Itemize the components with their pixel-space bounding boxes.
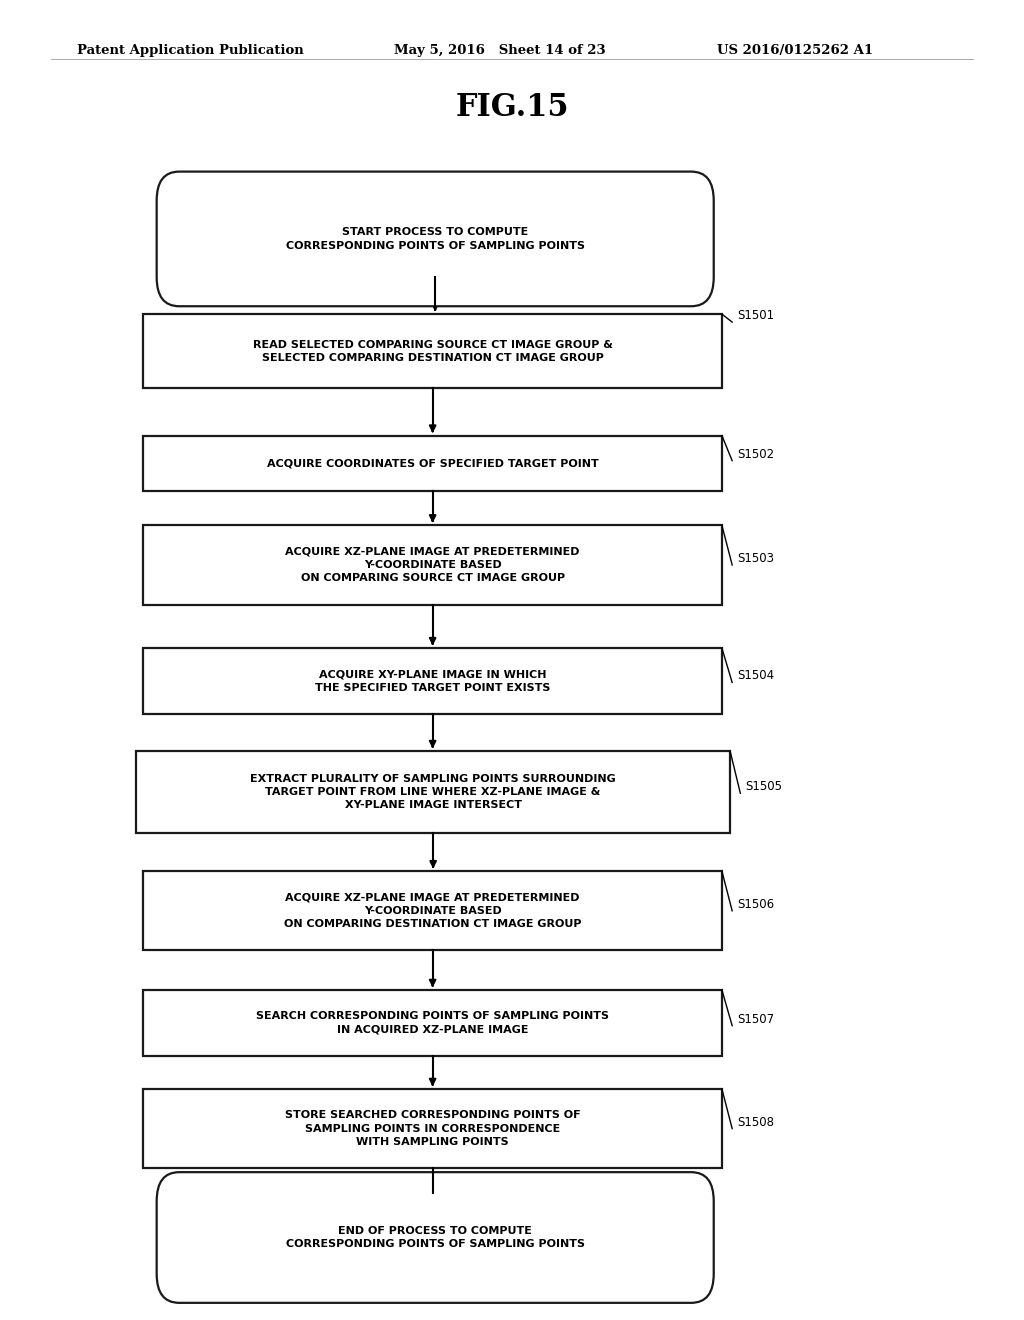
Text: S1503: S1503 bbox=[737, 552, 774, 565]
Text: S1505: S1505 bbox=[745, 780, 782, 793]
Text: S1504: S1504 bbox=[737, 669, 774, 682]
Text: READ SELECTED COMPARING SOURCE CT IMAGE GROUP &
SELECTED COMPARING DESTINATION C: READ SELECTED COMPARING SOURCE CT IMAGE … bbox=[253, 339, 612, 363]
Text: STORE SEARCHED CORRESPONDING POINTS OF
SAMPLING POINTS IN CORRESPONDENCE
WITH SA: STORE SEARCHED CORRESPONDING POINTS OF S… bbox=[285, 1110, 581, 1147]
Text: S1502: S1502 bbox=[737, 447, 774, 461]
Text: START PROCESS TO COMPUTE
CORRESPONDING POINTS OF SAMPLING POINTS: START PROCESS TO COMPUTE CORRESPONDING P… bbox=[286, 227, 585, 251]
Text: S1506: S1506 bbox=[737, 898, 774, 911]
Text: S1507: S1507 bbox=[737, 1012, 774, 1026]
Text: Patent Application Publication: Patent Application Publication bbox=[77, 44, 303, 57]
Text: S1508: S1508 bbox=[737, 1115, 774, 1129]
Text: ACQUIRE COORDINATES OF SPECIFIED TARGET POINT: ACQUIRE COORDINATES OF SPECIFIED TARGET … bbox=[267, 458, 598, 469]
Text: ACQUIRE XZ-PLANE IMAGE AT PREDETERMINED
Y-COORDINATE BASED
ON COMPARING DESTINAT: ACQUIRE XZ-PLANE IMAGE AT PREDETERMINED … bbox=[284, 892, 582, 929]
Text: END OF PROCESS TO COMPUTE
CORRESPONDING POINTS OF SAMPLING POINTS: END OF PROCESS TO COMPUTE CORRESPONDING … bbox=[286, 1226, 585, 1249]
Text: SEARCH CORRESPONDING POINTS OF SAMPLING POINTS
IN ACQUIRED XZ-PLANE IMAGE: SEARCH CORRESPONDING POINTS OF SAMPLING … bbox=[256, 1011, 609, 1035]
Text: May 5, 2016   Sheet 14 of 23: May 5, 2016 Sheet 14 of 23 bbox=[394, 44, 606, 57]
Text: ACQUIRE XY-PLANE IMAGE IN WHICH
THE SPECIFIED TARGET POINT EXISTS: ACQUIRE XY-PLANE IMAGE IN WHICH THE SPEC… bbox=[315, 669, 550, 693]
Text: S1501: S1501 bbox=[737, 309, 774, 322]
Text: ACQUIRE XZ-PLANE IMAGE AT PREDETERMINED
Y-COORDINATE BASED
ON COMPARING SOURCE C: ACQUIRE XZ-PLANE IMAGE AT PREDETERMINED … bbox=[286, 546, 580, 583]
Text: US 2016/0125262 A1: US 2016/0125262 A1 bbox=[717, 44, 872, 57]
Text: FIG.15: FIG.15 bbox=[456, 92, 568, 123]
Text: EXTRACT PLURALITY OF SAMPLING POINTS SURROUNDING
TARGET POINT FROM LINE WHERE XZ: EXTRACT PLURALITY OF SAMPLING POINTS SUR… bbox=[250, 774, 616, 810]
